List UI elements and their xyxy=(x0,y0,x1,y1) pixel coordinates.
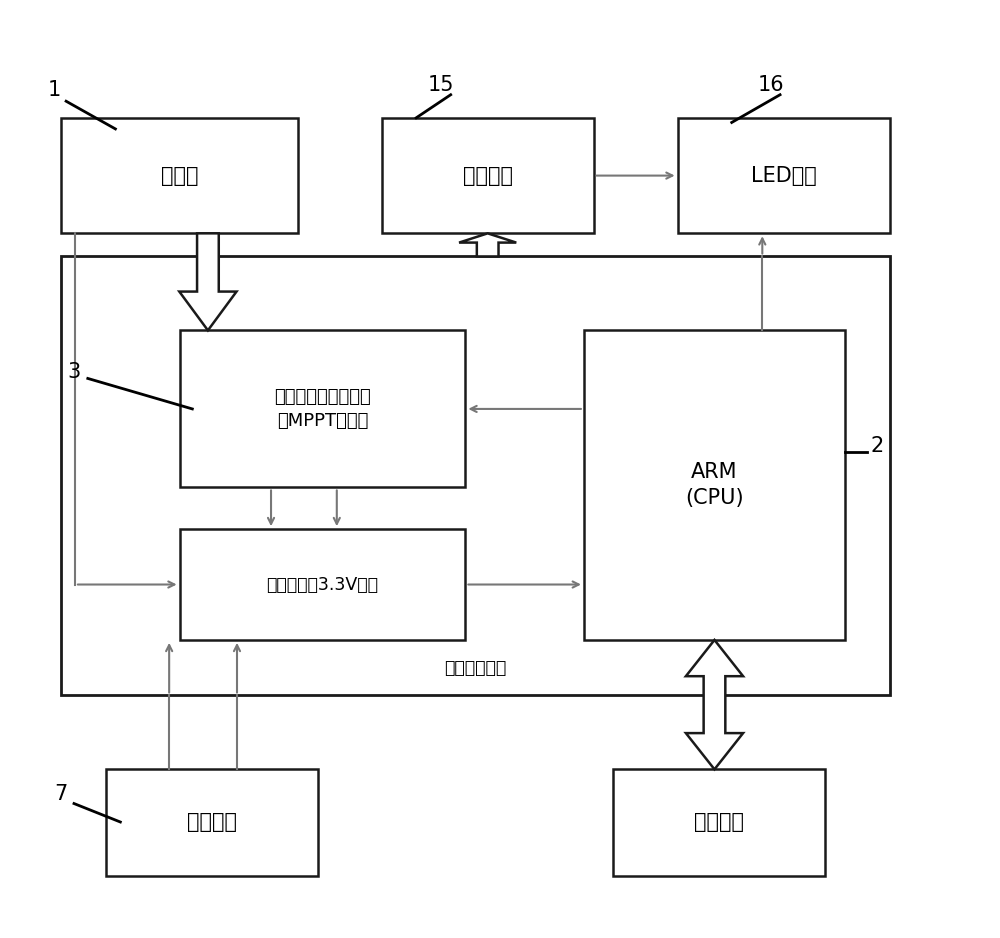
Text: 智能控制系统: 智能控制系统 xyxy=(444,658,506,676)
Polygon shape xyxy=(179,234,237,330)
Text: 15: 15 xyxy=(428,75,454,96)
Polygon shape xyxy=(686,640,743,769)
Text: ARM
(CPU): ARM (CPU) xyxy=(685,462,744,508)
Text: 数控全桥升降压电路
（MPPT控制）: 数控全桥升降压电路 （MPPT控制） xyxy=(274,388,371,430)
Text: 光敏电路: 光敏电路 xyxy=(187,812,237,832)
Text: 通讯模块: 通讯模块 xyxy=(694,812,744,832)
Text: 光伏板: 光伏板 xyxy=(161,166,198,186)
Text: 7: 7 xyxy=(55,784,68,804)
FancyBboxPatch shape xyxy=(180,529,465,640)
FancyBboxPatch shape xyxy=(61,256,890,695)
FancyBboxPatch shape xyxy=(180,330,465,488)
Text: LED模块: LED模块 xyxy=(751,166,816,186)
Text: 16: 16 xyxy=(758,75,784,96)
Text: 蓄电池组: 蓄电池组 xyxy=(463,166,513,186)
FancyBboxPatch shape xyxy=(613,769,825,875)
FancyBboxPatch shape xyxy=(678,118,890,234)
Text: 3: 3 xyxy=(67,362,81,382)
FancyBboxPatch shape xyxy=(61,118,298,234)
Text: 1: 1 xyxy=(48,80,61,100)
FancyBboxPatch shape xyxy=(382,118,594,234)
Text: 故障检测和3.3V供电: 故障检测和3.3V供电 xyxy=(266,576,378,594)
FancyBboxPatch shape xyxy=(106,769,318,875)
Text: 2: 2 xyxy=(870,436,883,456)
FancyBboxPatch shape xyxy=(584,330,845,640)
Polygon shape xyxy=(459,234,516,256)
